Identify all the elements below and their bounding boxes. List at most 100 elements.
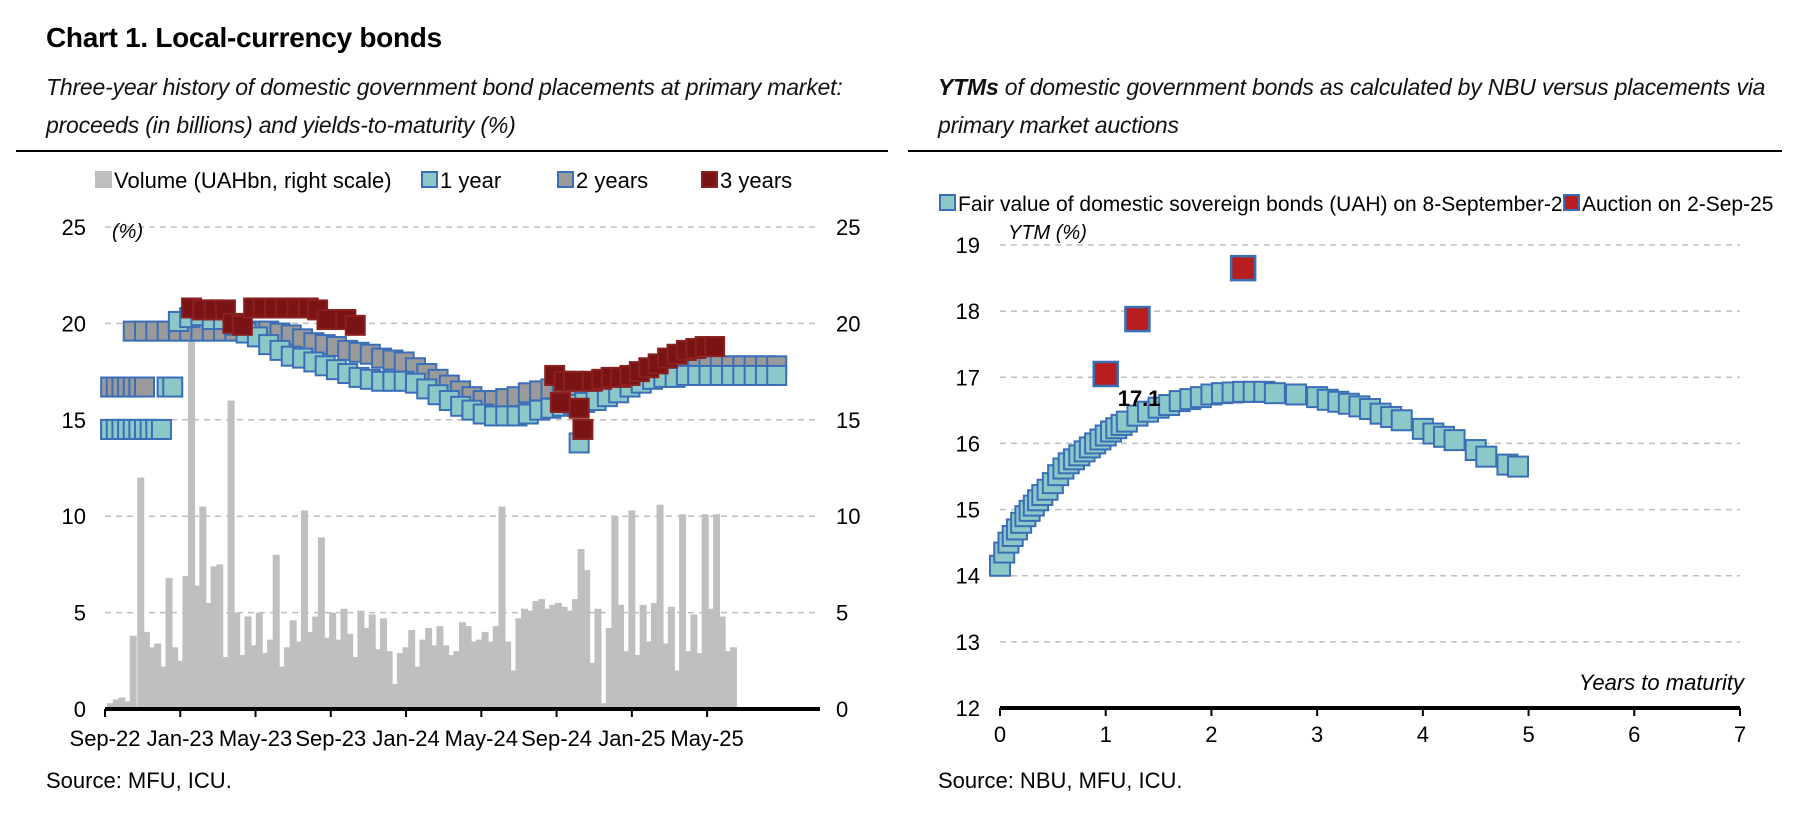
volume-bar [724,651,732,709]
auction-marker [1124,305,1151,333]
left-chart-source: Source: MFU, ICU. [46,768,232,793]
right-subtitle-emphasis: YTMs [938,74,999,100]
y-tick-label: 18 [956,299,980,324]
data-label-annotation: 17.1 [1118,386,1161,411]
volume-bar [118,697,126,709]
volume-bar [436,626,444,709]
volume-bar [707,608,715,709]
volume-bar [329,612,337,709]
volume-bar [165,577,173,709]
volume-bar [419,639,427,709]
volume-bar [673,670,681,709]
volume-bar [176,660,184,709]
legend-label: 2 years [576,168,648,193]
volume-bar [442,645,450,709]
yield-marker-1-year [162,376,184,398]
right-chart-source: Source: NBU, MFU, ICU. [938,768,1183,793]
legend-swatch [95,171,112,188]
x-tick-label: Sep-22 [70,726,141,751]
volume-bar [357,610,365,709]
x-tick-label: 3 [1311,722,1323,747]
volume-bar [583,570,591,709]
y2-tick-label: 5 [836,601,848,626]
y-tick-label: 17 [956,365,980,390]
volume-bar [690,614,698,709]
volume-bar [600,703,608,709]
volume-bar [188,329,196,709]
volume-bar [617,604,625,709]
volume-bar [233,612,241,709]
volume-bar [662,643,670,709]
y-tick-label: 19 [956,233,980,258]
y2-tick-label: 15 [836,408,860,433]
chart-title: Chart 1. Local-currency bonds [46,22,442,53]
volume-bar [470,641,478,709]
volume-bar [594,608,602,709]
x-tick-label: May-23 [219,726,292,751]
volume-bar [532,601,540,709]
legend-label: Volume (UAHbn, right scale) [114,168,392,193]
volume-bar [447,655,455,709]
volume-bar [351,656,359,709]
volume-bar [718,616,726,709]
volume-bar [611,516,619,709]
x-tick-label: Jan-24 [372,726,439,751]
volume-bar [238,655,246,709]
volume-bar [300,510,308,709]
volume-bar [566,610,574,709]
volume-bar [216,564,224,709]
legend-label: Fair value of domestic sovereign bonds (… [958,193,1574,216]
volume-bar [521,608,529,709]
volume-bar [199,506,207,709]
left-chart-subtitle: Three-year history of domestic governmen… [46,74,843,138]
volume-bar [284,647,292,709]
yield-marker-1-year [766,364,788,386]
volume-bar [701,514,709,709]
y-tick-label: 10 [62,504,86,529]
yield-marker-3-years [572,418,594,440]
right-header-rule [908,150,1782,152]
volume-bar [656,504,664,709]
volume-bar [363,628,371,709]
volume-bar [538,599,546,709]
volume-bar [112,699,120,709]
volume-bar [306,631,314,709]
fair-value-marker [1390,409,1413,432]
yield-marker-2-years [134,376,156,398]
volume-bar [679,514,687,709]
x-tick-label: 4 [1417,722,1429,747]
volume-bar [379,618,387,709]
left-header-rule [16,150,888,152]
volume-bar [425,628,433,709]
y2-tick-label: 25 [836,215,860,240]
legend-swatch [421,171,438,188]
volume-bar [124,701,132,709]
x-tick-label: Sep-24 [521,726,592,751]
volume-bar [261,653,269,709]
volume-bar [459,622,466,709]
x-tick-label: 7 [1734,722,1746,747]
volume-bar [526,610,534,709]
legend-label: 3 years [720,168,792,193]
volume-bar [481,631,489,709]
y-tick-label: 5 [74,601,86,626]
volume-bar [182,575,190,709]
x-tick-label: May-25 [670,726,743,751]
legend-label: Auction on 2-Sep-25 [1582,193,1773,216]
volume-bar [509,670,517,709]
yield-marker-3-years [316,309,338,331]
volume-bar [554,602,562,709]
volume-bar [713,514,721,709]
y2-tick-label: 0 [836,697,848,722]
legend-label: 1 year [440,168,501,193]
y-tick-label: 14 [956,564,980,589]
volume-bar [645,641,653,709]
y-axis-label: (%) [112,221,143,243]
y2-tick-label: 20 [836,311,860,336]
volume-bar [577,548,585,709]
volume-bar [323,637,331,709]
volume-bar [430,645,438,709]
volume-bar [453,651,461,709]
fair-value-marker [1475,445,1498,468]
